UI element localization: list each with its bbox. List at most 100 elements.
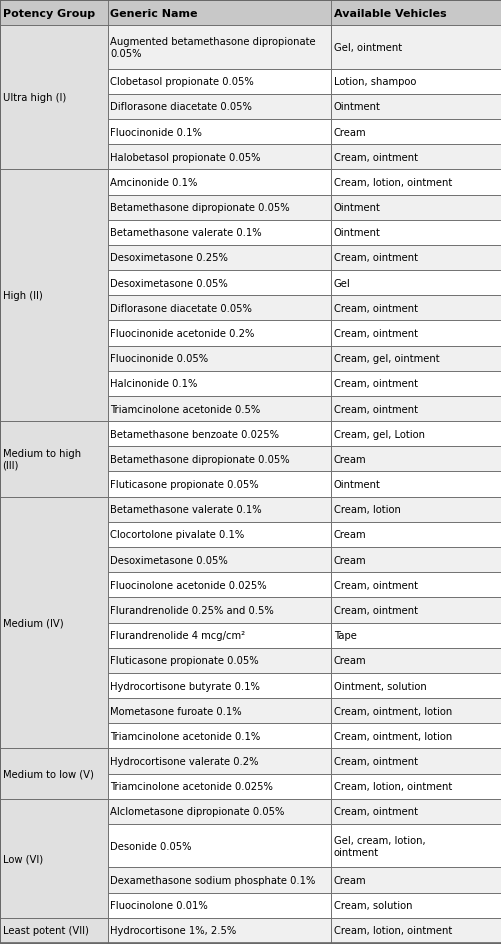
- Text: Clobetasol propionate 0.05%: Clobetasol propionate 0.05%: [110, 77, 254, 87]
- Text: Desoximetasone 0.05%: Desoximetasone 0.05%: [110, 278, 228, 288]
- Text: Cream, lotion, ointment: Cream, lotion, ointment: [333, 177, 451, 188]
- Bar: [108, 371, 331, 396]
- Bar: [0, 1, 501, 26]
- Bar: [108, 396, 331, 422]
- Bar: [331, 799, 501, 824]
- Bar: [331, 94, 501, 120]
- Text: Available Vehicles: Available Vehicles: [333, 8, 445, 19]
- Bar: [331, 396, 501, 422]
- Bar: [108, 472, 331, 497]
- Bar: [331, 170, 501, 195]
- Text: High (II): High (II): [3, 291, 42, 301]
- Text: Desoximetasone 0.25%: Desoximetasone 0.25%: [110, 253, 228, 263]
- Bar: [108, 70, 331, 94]
- Text: Lotion, shampoo: Lotion, shampoo: [333, 77, 415, 87]
- Text: Fluticasone propionate 0.05%: Fluticasone propionate 0.05%: [110, 656, 259, 666]
- Bar: [331, 70, 501, 94]
- Text: Cream, solution: Cream, solution: [333, 901, 411, 910]
- Text: Hydrocortisone butyrate 0.1%: Hydrocortisone butyrate 0.1%: [110, 681, 260, 691]
- Bar: [0, 799, 108, 918]
- Bar: [0, 749, 108, 799]
- Text: Cream: Cream: [333, 875, 366, 885]
- Bar: [108, 598, 331, 623]
- Bar: [331, 598, 501, 623]
- Bar: [331, 774, 501, 799]
- Text: Dexamethasone sodium phosphate 0.1%: Dexamethasone sodium phosphate 0.1%: [110, 875, 315, 885]
- Text: Hydrocortisone 1%, 2.5%: Hydrocortisone 1%, 2.5%: [110, 925, 236, 936]
- Bar: [331, 824, 501, 868]
- Text: Medium to high
(III): Medium to high (III): [3, 448, 81, 470]
- Text: Fluticasone propionate 0.05%: Fluticasone propionate 0.05%: [110, 480, 259, 490]
- Text: Cream, lotion: Cream, lotion: [333, 505, 400, 514]
- Bar: [108, 221, 331, 245]
- Text: Cream, gel, Lotion: Cream, gel, Lotion: [333, 430, 424, 439]
- Bar: [108, 321, 331, 346]
- Bar: [0, 497, 108, 749]
- Bar: [331, 893, 501, 918]
- Text: Ultra high (I): Ultra high (I): [3, 93, 66, 103]
- Bar: [331, 120, 501, 145]
- Text: Cream, ointment, lotion: Cream, ointment, lotion: [333, 731, 451, 741]
- Bar: [0, 26, 108, 170]
- Bar: [331, 371, 501, 396]
- Bar: [108, 918, 331, 943]
- Bar: [108, 893, 331, 918]
- Bar: [331, 573, 501, 598]
- Bar: [331, 422, 501, 447]
- Bar: [331, 699, 501, 723]
- Bar: [108, 271, 331, 296]
- Bar: [108, 145, 331, 170]
- Text: Cream, ointment: Cream, ointment: [333, 756, 417, 767]
- Bar: [331, 245, 501, 271]
- Text: Ointment: Ointment: [333, 203, 380, 213]
- Bar: [331, 321, 501, 346]
- Bar: [108, 623, 331, 648]
- Text: Cream, ointment: Cream, ointment: [333, 581, 417, 590]
- Text: Medium (IV): Medium (IV): [3, 618, 63, 628]
- Text: Ointment: Ointment: [333, 480, 380, 490]
- Text: Fluocinonide 0.05%: Fluocinonide 0.05%: [110, 354, 208, 363]
- Text: Desonide 0.05%: Desonide 0.05%: [110, 841, 191, 851]
- Bar: [0, 918, 108, 943]
- Bar: [108, 774, 331, 799]
- Bar: [108, 522, 331, 548]
- Text: Cream: Cream: [333, 656, 366, 666]
- Text: Fluocinonide 0.1%: Fluocinonide 0.1%: [110, 127, 202, 138]
- Bar: [331, 673, 501, 699]
- Text: Flurandrenolide 0.25% and 0.5%: Flurandrenolide 0.25% and 0.5%: [110, 605, 274, 615]
- Text: Fluocinolone 0.01%: Fluocinolone 0.01%: [110, 901, 208, 910]
- Text: Cream, ointment: Cream, ointment: [333, 329, 417, 339]
- Bar: [108, 195, 331, 221]
- Bar: [331, 723, 501, 749]
- Text: Gel: Gel: [333, 278, 350, 288]
- Bar: [108, 346, 331, 371]
- Text: Fluocinolone acetonide 0.025%: Fluocinolone acetonide 0.025%: [110, 581, 267, 590]
- Bar: [108, 749, 331, 774]
- Text: Triamcinolone acetonide 0.5%: Triamcinolone acetonide 0.5%: [110, 404, 260, 414]
- Text: Gel, ointment: Gel, ointment: [333, 42, 401, 53]
- Text: Betamethasone benzoate 0.025%: Betamethasone benzoate 0.025%: [110, 430, 279, 439]
- Text: Cream: Cream: [333, 454, 366, 464]
- Text: Alclometasone dipropionate 0.05%: Alclometasone dipropionate 0.05%: [110, 806, 284, 817]
- Text: Cream, ointment: Cream, ointment: [333, 153, 417, 162]
- Bar: [108, 296, 331, 321]
- Text: Betamethasone valerate 0.1%: Betamethasone valerate 0.1%: [110, 505, 262, 514]
- Bar: [108, 648, 331, 673]
- Bar: [331, 648, 501, 673]
- Bar: [108, 170, 331, 195]
- Bar: [108, 548, 331, 573]
- Text: Cream, gel, ointment: Cream, gel, ointment: [333, 354, 438, 363]
- Bar: [331, 221, 501, 245]
- Text: Cream: Cream: [333, 530, 366, 540]
- Bar: [331, 296, 501, 321]
- Text: Cream, lotion, ointment: Cream, lotion, ointment: [333, 925, 451, 936]
- Bar: [108, 699, 331, 723]
- Text: Low (VI): Low (VI): [3, 853, 43, 864]
- Text: Fluocinonide acetonide 0.2%: Fluocinonide acetonide 0.2%: [110, 329, 255, 339]
- Bar: [331, 195, 501, 221]
- Text: Cream, ointment: Cream, ointment: [333, 253, 417, 263]
- Text: Least potent (VII): Least potent (VII): [3, 925, 88, 936]
- Text: Cream, ointment: Cream, ointment: [333, 304, 417, 313]
- Text: Amcinonide 0.1%: Amcinonide 0.1%: [110, 177, 197, 188]
- Text: Cream: Cream: [333, 127, 366, 138]
